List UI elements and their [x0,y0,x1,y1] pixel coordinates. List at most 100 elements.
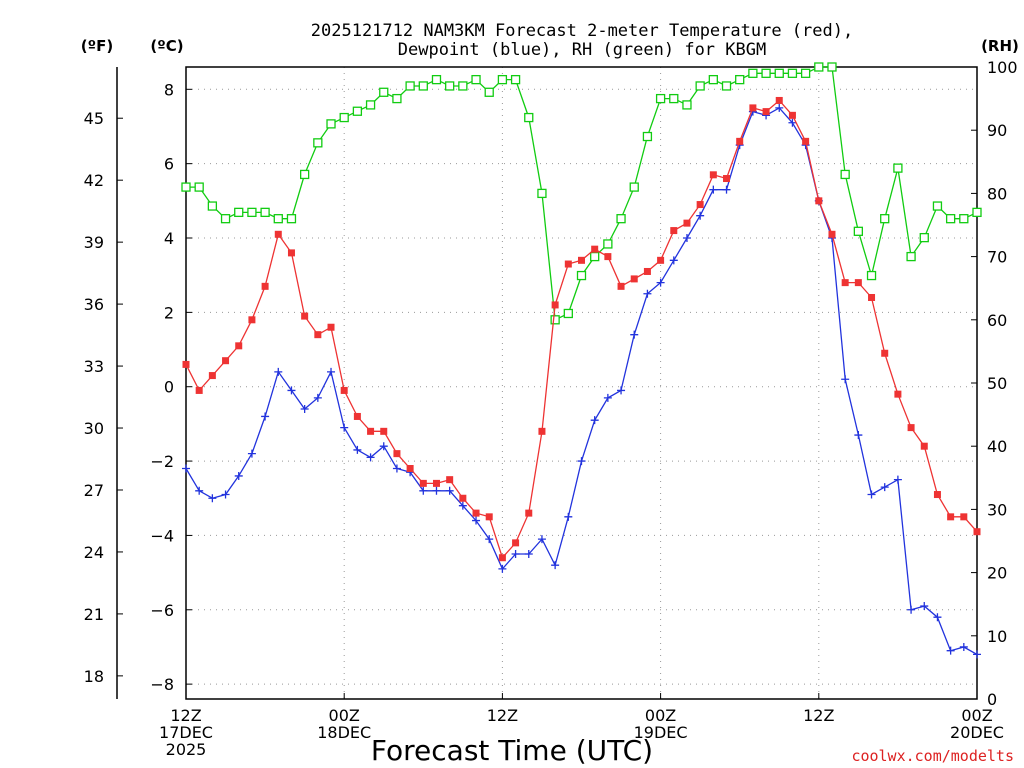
temperature-point [406,465,414,473]
x-tick-label: 17DEC [159,723,213,742]
x-tick-label: 00Z [645,706,676,725]
rh-point [247,207,257,218]
f-tick-label: 42 [84,171,104,190]
temperature-point [604,253,612,261]
c-tick-label: −4 [150,526,174,545]
dewpoint-point [221,490,230,499]
dewpoint-point [379,442,388,451]
rh-tick-label: 10 [987,627,1007,646]
rh-point [537,188,547,199]
rh-point [800,68,811,78]
temperature-point [182,360,190,368]
f-tick-label: 21 [84,605,104,624]
f-tick-label: 27 [84,481,104,500]
rh-tick-label: 80 [987,184,1007,203]
dewpoint-point [788,118,797,127]
dewpoint-point [946,646,955,655]
dewpoint-point [274,367,283,376]
temperature-point [630,275,638,283]
temperature-point [775,96,783,104]
rh-point [669,93,679,104]
rh-point [880,214,890,224]
temperature-point [235,342,243,350]
f-tick-label: 18 [84,667,104,686]
axes [116,66,978,700]
dewpoint-point [973,650,981,659]
rh-point [682,100,692,110]
dewpoint-line [185,107,978,655]
dewpoint-point [603,393,612,402]
rh-point [299,169,310,180]
dewpoint-point [472,516,481,525]
dewpoint-point [313,393,322,402]
rh-point [471,74,481,85]
dewpoint-point [907,605,916,614]
temperature-point [960,513,968,521]
x-tick-label: 12Z [170,706,201,725]
dewpoint-point [682,234,691,243]
dewpoint-point [287,386,296,395]
rh-tick-label: 90 [987,121,1007,140]
rh-point [906,251,916,262]
dewpoint-point [630,330,639,339]
temperature-point [749,104,757,112]
temperature-point [657,256,665,264]
dewpoint-point [920,602,929,611]
f-tick-label: 39 [84,233,104,252]
dewpoint-point [247,449,256,458]
dewpoint-point [353,445,362,454]
temperature-point [419,479,427,487]
grid-lines [186,67,977,699]
dewpoint-point [458,501,467,510]
dewpoint-point [617,386,626,395]
temperature-point [973,528,981,536]
rh-tick-label: 0 [987,690,997,709]
temperature-point [248,316,256,324]
rh-point [392,93,402,104]
x-tick-label: 20DEC [950,723,1004,742]
temperature-line [185,99,978,559]
dewpoint-point [709,185,718,194]
temperature-point [617,282,625,290]
temperature-point [841,279,849,287]
x-tick-label: 19DEC [634,723,688,742]
dewpoint-point [959,642,968,651]
dewpoint-point [195,486,204,495]
rh-point [827,62,837,72]
rh-point [629,182,639,192]
dewpoint-point [722,185,731,194]
temperature-point [327,323,335,331]
rh-point [181,182,191,192]
temperature-point [380,427,388,435]
rh-point [234,207,244,218]
dewpoint-point [208,494,217,503]
rh-tick-label: 70 [987,248,1007,267]
rh-point [642,131,653,142]
rh-point [352,106,363,116]
rh-tick-label: 50 [987,374,1007,393]
rh-point [484,87,494,97]
dewpoint-point [893,475,902,484]
rh-point [458,81,468,91]
dewpoint-point [261,412,270,421]
temperature-point [709,171,717,179]
temperature-point [881,349,889,357]
temperature-point [485,513,493,521]
rh-point [866,270,877,281]
f-tick-label: 36 [84,295,104,314]
rh-tick-label: 20 [987,564,1007,583]
dewpoint-point [669,256,678,265]
temperature-point [340,386,348,394]
dewpoint-point [656,278,665,287]
rh-point [695,81,705,91]
dewpoint-point [537,535,546,544]
temperature-point [828,230,836,238]
temperature-point [353,412,361,420]
f-tick-label: 45 [84,109,104,128]
rh-point [853,226,863,236]
temperature-point [736,137,744,145]
rh-point [919,232,929,243]
rh-unit-label: (RH) [981,37,1019,55]
rh-tick-label: 40 [987,437,1007,456]
